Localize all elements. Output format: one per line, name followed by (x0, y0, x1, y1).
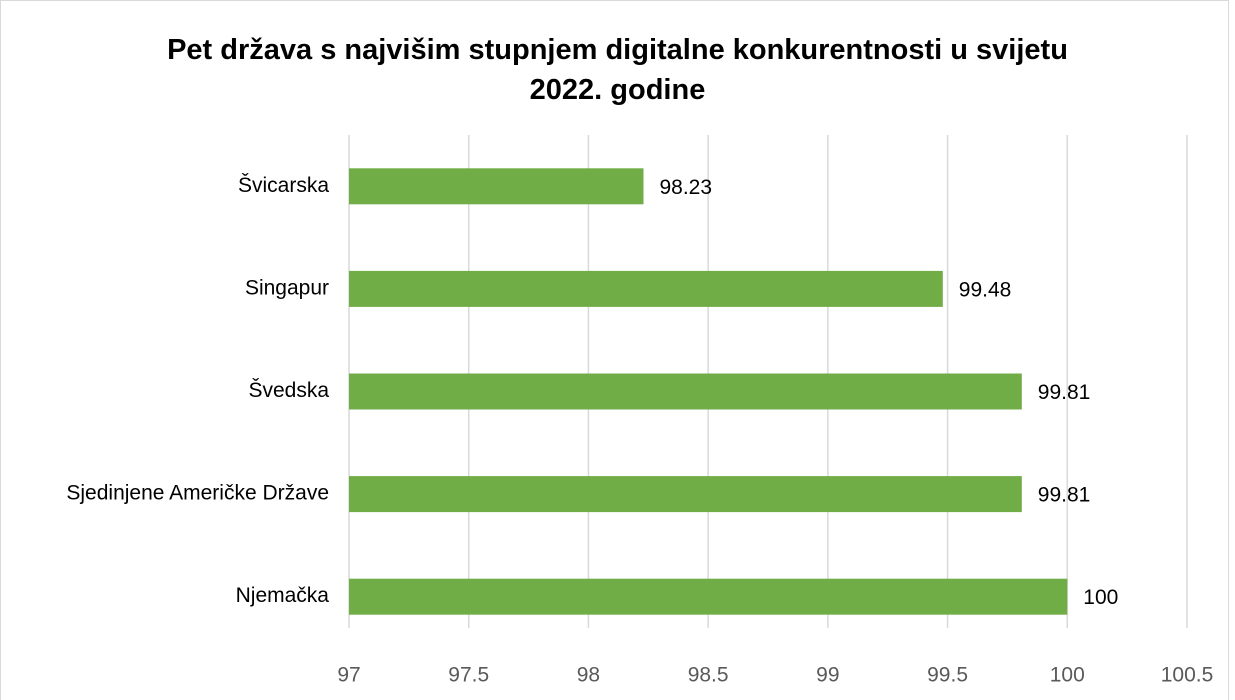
data-label: 99.48 (959, 278, 1012, 301)
x-tick-label: 98.5 (688, 664, 729, 687)
y-tick-label: Singapur (245, 276, 329, 299)
x-tick-label: 97 (337, 664, 360, 687)
data-label: 99.81 (1038, 381, 1091, 404)
x-tick-label: 99 (816, 664, 839, 687)
x-tick-label: 100 (1050, 664, 1085, 687)
chart-title: Pet država s najvišim stupnjem digitalne… (167, 34, 1068, 106)
bar (349, 578, 1068, 615)
title-box: Pet država s najvišim stupnjem digitalne… (0, 30, 1235, 110)
bar (349, 476, 1022, 513)
y-tick-label: Njemačka (236, 584, 330, 607)
x-tick-label: 100.5 (1161, 664, 1214, 687)
data-label: 99.81 (1038, 484, 1091, 507)
bar (349, 270, 943, 307)
bar (349, 168, 644, 205)
data-label: 100 (1083, 586, 1118, 609)
y-tick-label: Sjedinjene Američke Države (66, 482, 329, 505)
y-tick-label: Švicarska (238, 174, 329, 197)
x-tick-label: 97.5 (448, 664, 489, 687)
y-tick-label: Švedska (248, 379, 329, 402)
bar (349, 373, 1022, 410)
x-tick-label: 99.5 (927, 664, 968, 687)
x-tick-label: 98 (577, 664, 600, 687)
data-label: 98.23 (659, 176, 712, 199)
